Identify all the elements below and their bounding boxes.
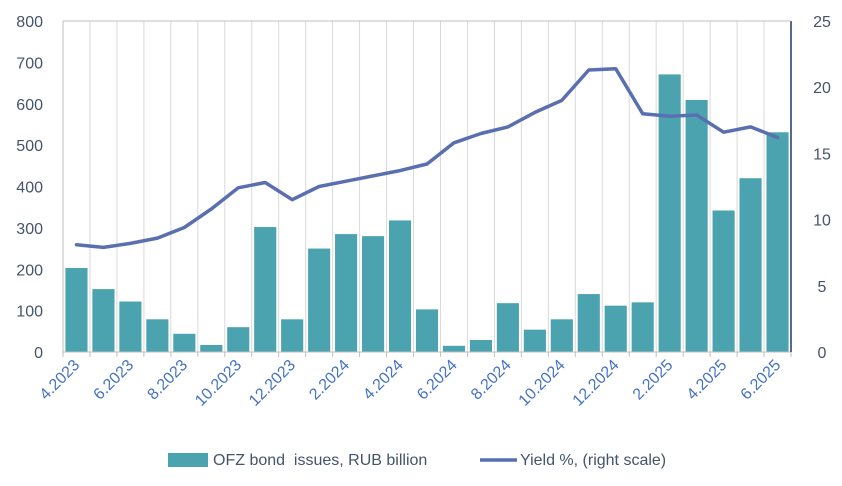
y-left-tick-label: 400 <box>16 180 43 197</box>
x-tick-label: 8.2024 <box>468 357 515 404</box>
bar <box>362 236 385 352</box>
y-left-tick-label: 700 <box>16 55 43 72</box>
y-right-tick-label: 0 <box>818 345 827 362</box>
y-left-tick-label: 100 <box>16 304 43 321</box>
x-tick-label: 4.2023 <box>37 357 84 404</box>
y-right-tick-label: 20 <box>813 80 831 97</box>
x-tick-label: 6.2025 <box>738 357 785 404</box>
bar <box>388 220 412 352</box>
y-left-tick-label: 200 <box>16 262 43 279</box>
bar <box>254 227 277 352</box>
x-tick-label: 6.2023 <box>91 357 138 404</box>
bar <box>496 303 519 352</box>
bar <box>685 100 708 353</box>
bar <box>281 319 304 352</box>
bar <box>119 301 142 352</box>
bar <box>227 327 250 352</box>
grid-lines <box>89 21 765 352</box>
axes <box>62 20 792 357</box>
y-left-tick-label: 300 <box>16 221 43 238</box>
bar <box>523 329 546 352</box>
legend: OFZ bond issues, RUB billion Yield %, (r… <box>168 452 666 469</box>
bar <box>92 289 115 352</box>
bar-series <box>65 74 789 353</box>
bar <box>65 268 88 352</box>
legend-label-bar: OFZ bond issues, RUB billion <box>213 452 427 469</box>
x-tick-label: 10.2023 <box>192 357 245 410</box>
y-left-tick-label: 800 <box>16 14 43 31</box>
bar <box>469 340 492 352</box>
bar <box>335 234 358 352</box>
bar <box>415 309 439 352</box>
x-axis-ticks: 4.2023 6.2023 8.2023 10.2023 12.2023 2.2024 4.… <box>37 357 785 410</box>
y-axis-left-ticks: 0 100 200 300 400 500 600 700 800 <box>16 14 43 362</box>
bar <box>308 248 331 352</box>
y-axis-right-ticks: 0 5 10 15 20 25 <box>813 14 831 362</box>
bar <box>146 319 169 352</box>
bar <box>173 333 196 352</box>
bar <box>604 305 627 352</box>
y-left-tick-label: 600 <box>16 97 43 114</box>
x-tick-label: 2.2024 <box>306 357 353 404</box>
x-tick-label: 4.2025 <box>684 357 731 404</box>
bar <box>766 132 789 352</box>
x-tick-label: 12.2024 <box>570 357 623 410</box>
x-tick-label: 8.2023 <box>145 357 192 404</box>
y-right-tick-label: 5 <box>818 279 827 296</box>
legend-label-line: Yield %, (right scale) <box>520 452 666 469</box>
bar <box>442 345 466 352</box>
bar <box>739 178 762 352</box>
yield-line <box>74 66 780 250</box>
x-tick-label: 6.2024 <box>414 357 461 404</box>
bar <box>712 210 735 352</box>
bar <box>200 344 223 352</box>
bar <box>577 294 600 352</box>
legend-swatch-bar <box>168 453 208 467</box>
y-left-tick-label: 0 <box>34 345 43 362</box>
bar <box>658 74 681 352</box>
y-right-tick-label: 10 <box>813 213 831 230</box>
y-right-tick-label: 15 <box>813 146 831 163</box>
x-tick-label: 2.2025 <box>630 357 677 404</box>
y-right-tick-label: 25 <box>813 14 831 31</box>
x-tick-label: 12.2023 <box>246 357 299 410</box>
bar <box>631 302 654 352</box>
x-tick-label: 4.2024 <box>360 357 407 404</box>
line-series <box>74 66 780 250</box>
x-tick-label: 10.2024 <box>516 357 569 410</box>
bar <box>550 319 573 352</box>
y-left-tick-label: 500 <box>16 138 43 155</box>
